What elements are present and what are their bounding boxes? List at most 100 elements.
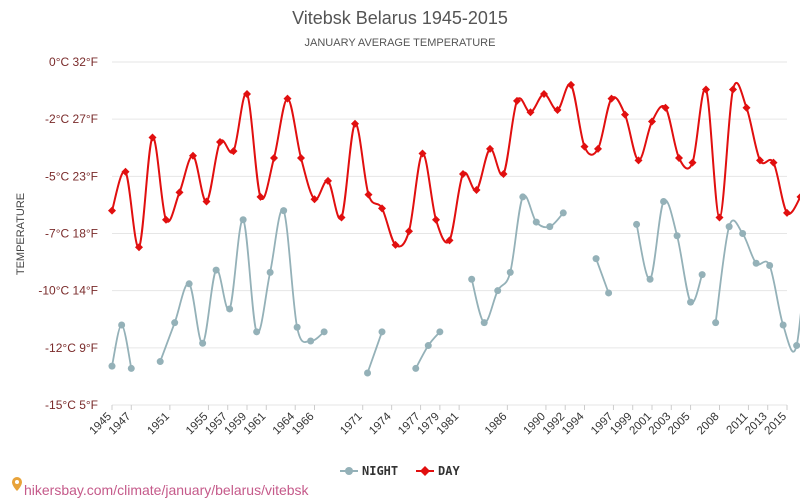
day-point[interactable] [108, 206, 116, 215]
day-point[interactable] [486, 144, 494, 153]
day-point[interactable] [594, 144, 602, 153]
day-point[interactable] [702, 85, 710, 94]
day-point[interactable] [283, 94, 292, 103]
day-point[interactable] [337, 213, 346, 222]
day-point[interactable] [783, 208, 791, 217]
night-point[interactable] [793, 342, 800, 350]
day-point[interactable] [324, 176, 332, 185]
night-point[interactable] [494, 287, 502, 295]
day-point[interactable] [513, 96, 521, 105]
day-point[interactable] [540, 90, 548, 99]
night-point[interactable] [280, 207, 288, 215]
night-point[interactable] [633, 220, 641, 228]
night-point[interactable] [436, 328, 444, 336]
night-point[interactable] [171, 319, 179, 327]
day-point[interactable] [229, 147, 238, 156]
night-point[interactable] [199, 339, 207, 347]
day-point[interactable] [162, 215, 170, 224]
source-footer[interactable]: hikersbay.com/climate/january/belarus/vi… [12, 477, 310, 498]
night-point[interactable] [307, 337, 315, 345]
day-point[interactable] [499, 170, 508, 179]
night-point[interactable] [293, 323, 301, 331]
day-point[interactable] [688, 158, 697, 167]
night-point[interactable] [592, 255, 600, 263]
night-point[interactable] [698, 271, 706, 279]
night-point[interactable] [712, 319, 720, 327]
day-point[interactable] [459, 170, 467, 179]
night-point[interactable] [127, 364, 135, 372]
night-point[interactable] [660, 197, 668, 205]
day-point[interactable] [742, 103, 751, 112]
night-point[interactable] [752, 259, 760, 267]
day-point[interactable] [445, 236, 454, 245]
day-point[interactable] [567, 80, 575, 89]
day-point[interactable] [661, 103, 670, 112]
day-point[interactable] [756, 156, 764, 165]
night-point[interactable] [739, 230, 747, 237]
day-point[interactable] [148, 133, 157, 142]
night-point[interactable] [118, 321, 126, 329]
night-point[interactable] [519, 193, 527, 201]
day-point[interactable] [175, 188, 184, 197]
night-point[interactable] [646, 275, 654, 283]
day-point[interactable] [675, 154, 683, 163]
day-point[interactable] [351, 119, 359, 128]
day-point[interactable] [256, 192, 265, 201]
night-point[interactable] [364, 369, 372, 377]
night-point[interactable] [156, 358, 164, 366]
day-point[interactable] [216, 138, 224, 147]
night-point[interactable] [725, 223, 733, 231]
night-point[interactable] [673, 232, 681, 240]
night-point[interactable] [532, 218, 540, 226]
day-point[interactable] [364, 190, 373, 199]
day-point[interactable] [297, 154, 305, 163]
night-point[interactable] [506, 268, 514, 276]
night-point[interactable] [212, 266, 220, 274]
day-point[interactable] [310, 195, 319, 204]
day-point[interactable] [432, 215, 440, 224]
night-point[interactable] [412, 364, 420, 372]
night-point[interactable] [185, 280, 193, 288]
night-point[interactable] [468, 275, 476, 283]
day-point[interactable] [580, 142, 589, 151]
night-point[interactable] [320, 328, 328, 336]
night-point[interactable] [378, 328, 386, 336]
day-point[interactable] [472, 186, 481, 195]
day-point[interactable] [796, 193, 800, 201]
night-point[interactable] [779, 321, 787, 329]
day-point[interactable] [729, 85, 737, 94]
day-point[interactable] [391, 240, 400, 249]
source-link[interactable]: hikersbay.com/climate/january/belarus/vi… [24, 482, 310, 498]
day-point[interactable] [189, 151, 197, 160]
day-point[interactable] [553, 106, 562, 115]
night-point[interactable] [605, 289, 613, 297]
night-point[interactable] [766, 262, 774, 270]
day-point[interactable] [243, 90, 251, 99]
night-point[interactable] [108, 362, 116, 370]
legend-item-night[interactable]: NIGHT [340, 464, 398, 478]
night-point[interactable] [480, 319, 488, 327]
night-point[interactable] [266, 268, 274, 276]
day-point[interactable] [769, 158, 778, 167]
day-point[interactable] [648, 117, 656, 126]
day-point[interactable] [607, 94, 616, 103]
night-point[interactable] [239, 216, 247, 224]
day-point[interactable] [202, 197, 211, 206]
day-point[interactable] [418, 149, 427, 158]
day-point[interactable] [526, 108, 535, 117]
day-point[interactable] [121, 167, 130, 176]
night-point[interactable] [687, 298, 695, 306]
day-point[interactable] [378, 204, 386, 213]
night-point[interactable] [559, 209, 567, 217]
legend-item-day[interactable]: DAY [416, 464, 460, 478]
day-point[interactable] [405, 227, 413, 236]
night-point[interactable] [424, 342, 432, 350]
day-point[interactable] [621, 110, 629, 119]
day-point[interactable] [270, 154, 278, 163]
day-point[interactable] [135, 243, 143, 252]
night-point[interactable] [546, 223, 554, 231]
day-point[interactable] [715, 213, 724, 222]
night-point[interactable] [253, 328, 261, 336]
day-point[interactable] [634, 156, 643, 165]
night-point[interactable] [226, 305, 234, 313]
